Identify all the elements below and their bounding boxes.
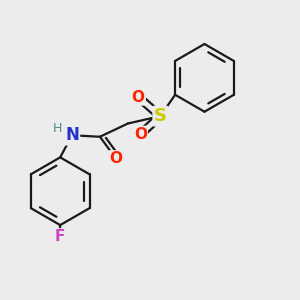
Text: S: S [154, 107, 167, 125]
Text: N: N [65, 126, 79, 144]
Text: O: O [132, 89, 145, 104]
Text: O: O [110, 151, 123, 166]
Text: F: F [55, 230, 65, 244]
Text: H: H [53, 122, 62, 135]
Text: O: O [134, 127, 147, 142]
